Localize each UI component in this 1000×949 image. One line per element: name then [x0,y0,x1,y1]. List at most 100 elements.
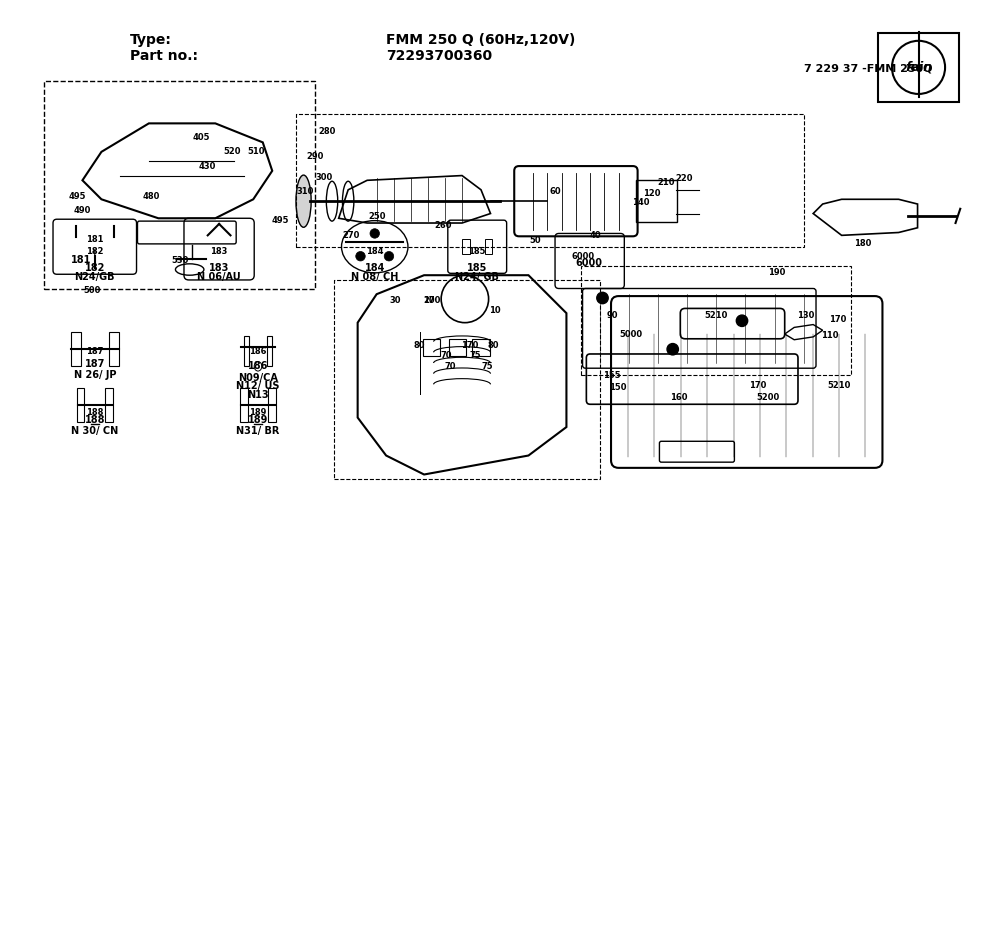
Text: 250: 250 [368,212,385,221]
Text: 80: 80 [414,341,425,350]
Circle shape [597,292,608,304]
Text: 5200: 5200 [756,393,779,402]
Text: N 30/ CN: N 30/ CN [71,426,118,436]
Text: 310: 310 [297,187,314,196]
Text: 75: 75 [482,362,493,371]
Text: FMM 250 Q (60Hz,120V): FMM 250 Q (60Hz,120V) [386,33,575,47]
Text: 184: 184 [366,247,383,256]
Text: Part no.:: Part no.: [130,49,198,64]
Text: N12/ US: N12/ US [236,381,280,391]
Text: 5210: 5210 [827,381,850,390]
Text: N24/GB: N24/GB [75,272,115,282]
Text: 186: 186 [248,362,268,371]
Bar [105,388,113,422]
Bar [71,332,81,366]
Circle shape [356,251,365,261]
Text: 155: 155 [603,371,621,381]
Text: 220: 220 [675,174,693,183]
Text: 182: 182 [86,247,104,256]
Text: 480: 480 [142,192,159,201]
Text: 290: 290 [306,152,324,161]
Circle shape [667,344,678,355]
Text: 60: 60 [549,187,561,196]
Text: N 08/ CH: N 08/ CH [351,272,398,282]
Text: 72293700360: 72293700360 [386,49,492,64]
Text: 70: 70 [445,362,456,371]
Bar [240,388,248,422]
Text: 210: 210 [657,177,675,187]
Text: 70: 70 [440,351,452,361]
Text: 20: 20 [423,296,435,306]
Text: 495: 495 [69,192,86,201]
Text: 430: 430 [199,161,216,171]
Text: 530: 530 [171,255,189,265]
Text: 140: 140 [632,197,649,207]
Bar [109,332,119,366]
Text: fein: fein [905,61,932,74]
Text: 182: 182 [85,263,105,272]
Text: 183: 183 [210,247,228,256]
Text: 40: 40 [590,231,602,240]
Bar [485,239,492,254]
Circle shape [384,251,394,261]
Circle shape [736,315,748,326]
Text: 80: 80 [488,341,499,350]
Text: 130: 130 [797,310,814,320]
Text: 6000: 6000 [571,251,594,261]
Text: 170: 170 [461,341,478,350]
Text: 188: 188 [85,416,105,425]
Text: 300: 300 [316,173,333,182]
Text: 189: 189 [248,416,268,425]
Text: 160: 160 [670,393,687,402]
Text: 181: 181 [71,255,92,265]
Text: 50: 50 [529,235,541,245]
Text: 190: 190 [768,268,786,277]
Text: 510: 510 [247,147,265,157]
Text: 10: 10 [489,306,501,315]
Text: N 06/AU: N 06/AU [197,272,241,282]
Text: Type:: Type: [130,33,172,47]
Text: 75: 75 [470,351,481,361]
Bar [462,239,470,254]
Text: 405: 405 [192,133,210,142]
Text: N 26/ JP: N 26/ JP [74,370,116,380]
Text: 170: 170 [829,315,847,325]
Text: 186: 186 [249,346,267,356]
Text: 495: 495 [271,215,289,225]
Text: 185: 185 [467,263,487,272]
Bar [268,388,276,422]
Text: 520: 520 [224,147,241,157]
Bar [244,336,249,366]
Text: N31/ BR: N31/ BR [236,426,280,436]
Text: 180: 180 [854,239,871,249]
Text: 187: 187 [86,346,103,356]
Text: 7 229 37 -FMM 250Q: 7 229 37 -FMM 250Q [804,64,932,74]
Text: N24/ GB: N24/ GB [455,272,499,282]
Text: 150: 150 [609,382,626,392]
Text: 184: 184 [365,263,385,272]
Text: 280: 280 [319,127,336,137]
Text: 187: 187 [85,360,105,369]
Text: 30: 30 [390,296,401,306]
Text: 183: 183 [209,263,229,272]
Text: 270: 270 [342,231,360,240]
Ellipse shape [296,176,311,228]
Text: N09/CA: N09/CA [238,373,278,382]
Text: 500: 500 [83,286,101,295]
Text: 181: 181 [86,234,104,244]
Text: 260: 260 [434,221,452,231]
Text: 189: 189 [249,408,267,418]
Text: 490: 490 [74,206,91,215]
Text: 170: 170 [749,381,767,390]
Text: 120: 120 [643,189,661,198]
Bar [267,336,272,366]
Text: 188: 188 [86,408,103,418]
Bar [77,388,84,422]
Text: 185: 185 [468,247,486,256]
Text: 90: 90 [606,310,618,320]
Circle shape [370,229,379,238]
Text: 6000: 6000 [576,258,603,268]
Text: N13: N13 [247,390,269,400]
Text: 5000: 5000 [619,329,643,339]
Text: 5210: 5210 [705,310,728,320]
